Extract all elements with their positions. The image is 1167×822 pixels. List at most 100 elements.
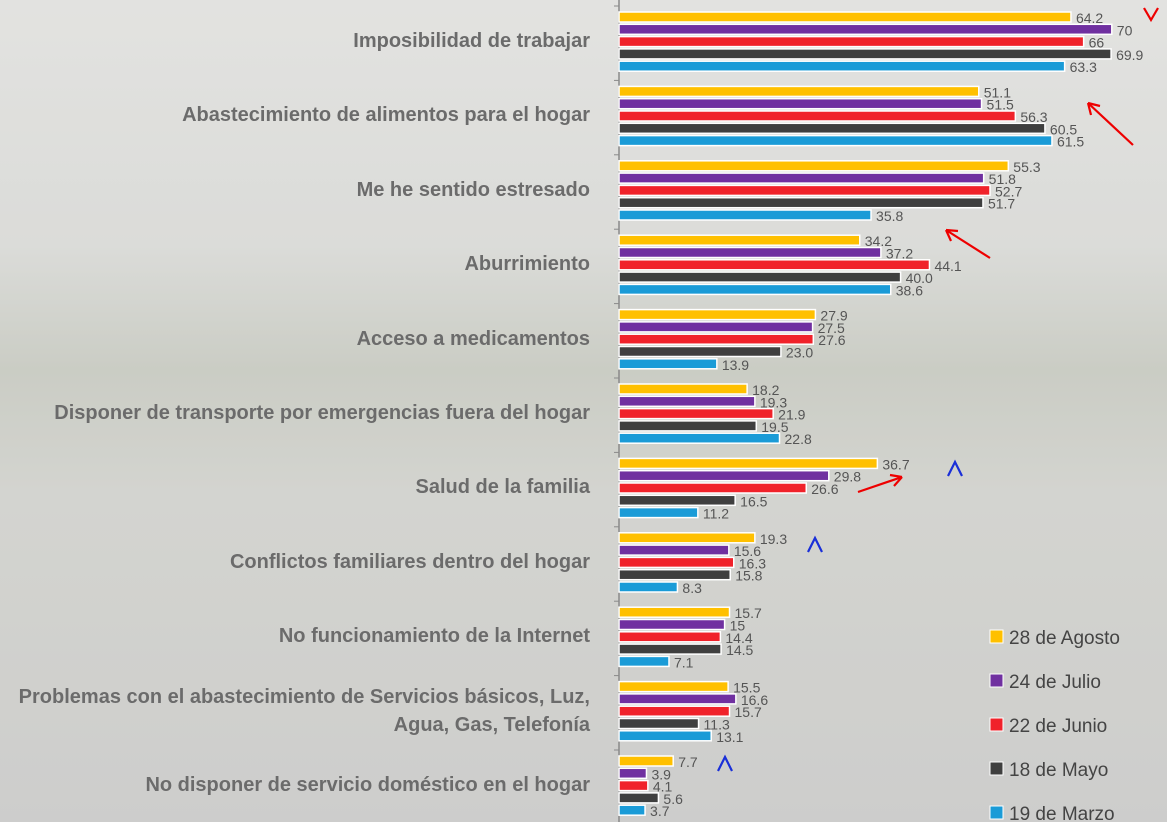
value-label: 55.3 [1013, 159, 1040, 175]
legend-swatch [989, 717, 1004, 732]
arrow-head [1086, 101, 1101, 116]
value-label: 18.2 [752, 382, 779, 398]
bar [618, 432, 781, 444]
value-label: 70 [1117, 22, 1133, 38]
value-label: 14.4 [725, 630, 752, 646]
arrow-head [944, 228, 959, 242]
value-label: 11.2 [703, 506, 729, 522]
arrow [1087, 102, 1134, 146]
category-label: No disponer de servicio doméstico en el … [145, 774, 590, 796]
legend-label: 18 de Mayo [1009, 760, 1108, 781]
bar [618, 97, 983, 110]
bar [618, 345, 782, 358]
bar [618, 259, 931, 271]
legend-swatch [989, 629, 1004, 644]
value-label: 51.1 [984, 84, 1011, 100]
legend-label: 19 de Marzo [1009, 804, 1115, 822]
category-label: Acceso a medicamentos [356, 327, 590, 350]
bar [618, 568, 731, 581]
value-label: 8.3 [682, 580, 702, 596]
bar [618, 556, 735, 569]
value-label: 13.1 [716, 729, 743, 745]
bar [618, 581, 679, 593]
value-label: 15.7 [735, 704, 762, 720]
bar [618, 283, 892, 296]
bar [618, 655, 670, 668]
value-label: 35.8 [876, 208, 903, 224]
value-label: 3.7 [650, 803, 670, 819]
bar [618, 172, 985, 184]
arrow [857, 475, 903, 494]
down-chevron [1143, 7, 1159, 23]
value-label: 15.6 [734, 543, 761, 559]
value-label: 15 [730, 618, 746, 634]
bar [618, 469, 830, 482]
bar [618, 730, 712, 742]
bar [618, 110, 1017, 122]
legend-swatch [989, 761, 1004, 776]
value-label: 38.6 [896, 282, 923, 298]
bar [618, 717, 700, 730]
category-label: Disponer de transporte por emergencias f… [54, 402, 590, 424]
category-label: Abastecimiento de alimentos para el hoga… [182, 104, 590, 127]
bar [618, 11, 1072, 23]
value-label: 27.9 [820, 308, 847, 324]
value-label: 15.8 [735, 568, 762, 584]
value-label: 23.0 [786, 345, 813, 361]
category-label: No funcionamiento de la Internet [278, 625, 590, 648]
value-label: 51.5 [987, 97, 1014, 113]
value-label: 5.6 [663, 791, 683, 807]
bar [618, 532, 756, 544]
bar [618, 618, 726, 631]
category-label: Conflictos familiares dentro del hogar [229, 550, 590, 573]
bar [618, 506, 699, 519]
value-label: 19.3 [760, 531, 787, 547]
bar [618, 457, 879, 470]
value-label: 63.3 [1070, 59, 1097, 75]
bar [618, 705, 731, 717]
value-label: 13.9 [722, 357, 749, 373]
value-label: 51.8 [989, 171, 1016, 187]
value-label: 66 [1089, 35, 1105, 51]
legend-label: 24 de Julio [1009, 672, 1101, 693]
value-label: 37.2 [886, 246, 913, 262]
bar [618, 755, 674, 767]
value-label: 26.6 [811, 481, 838, 497]
category-label: Imposibilidad de trabajar [353, 30, 590, 52]
value-label: 52.7 [995, 183, 1022, 199]
value-label: 14.5 [726, 642, 753, 658]
bar [618, 482, 808, 494]
value-label: 4.1 [653, 779, 673, 795]
legend-label: 28 de Agosto [1009, 628, 1120, 649]
bar [618, 693, 737, 705]
value-label: 40.0 [906, 270, 933, 286]
value-label: 60.5 [1050, 121, 1077, 137]
bar [618, 321, 814, 333]
bar [618, 48, 1112, 60]
bar [618, 35, 1085, 48]
bar [618, 680, 729, 693]
up-chevron [807, 535, 823, 553]
bar [618, 196, 984, 209]
arrow-head [889, 473, 903, 487]
annotations [717, 7, 1159, 772]
bar [618, 85, 980, 98]
bar [618, 643, 722, 655]
bar [618, 494, 736, 507]
bar [618, 209, 872, 221]
value-label: 27.5 [818, 320, 845, 336]
value-label: 3.9 [651, 766, 671, 782]
value-label: 7.7 [678, 754, 698, 770]
bar [618, 134, 1053, 147]
bar [618, 606, 731, 618]
category-label: Problemas con el abastecimiento de Servi… [18, 685, 590, 736]
value-label: 16.3 [739, 555, 766, 571]
bar [618, 23, 1113, 36]
value-label: 44.1 [934, 258, 961, 274]
bar [618, 779, 649, 792]
category-label: Me he sentido estresado [356, 178, 590, 201]
bar [618, 160, 1010, 172]
value-label: 22.8 [785, 431, 812, 447]
value-label: 51.7 [988, 196, 1015, 212]
